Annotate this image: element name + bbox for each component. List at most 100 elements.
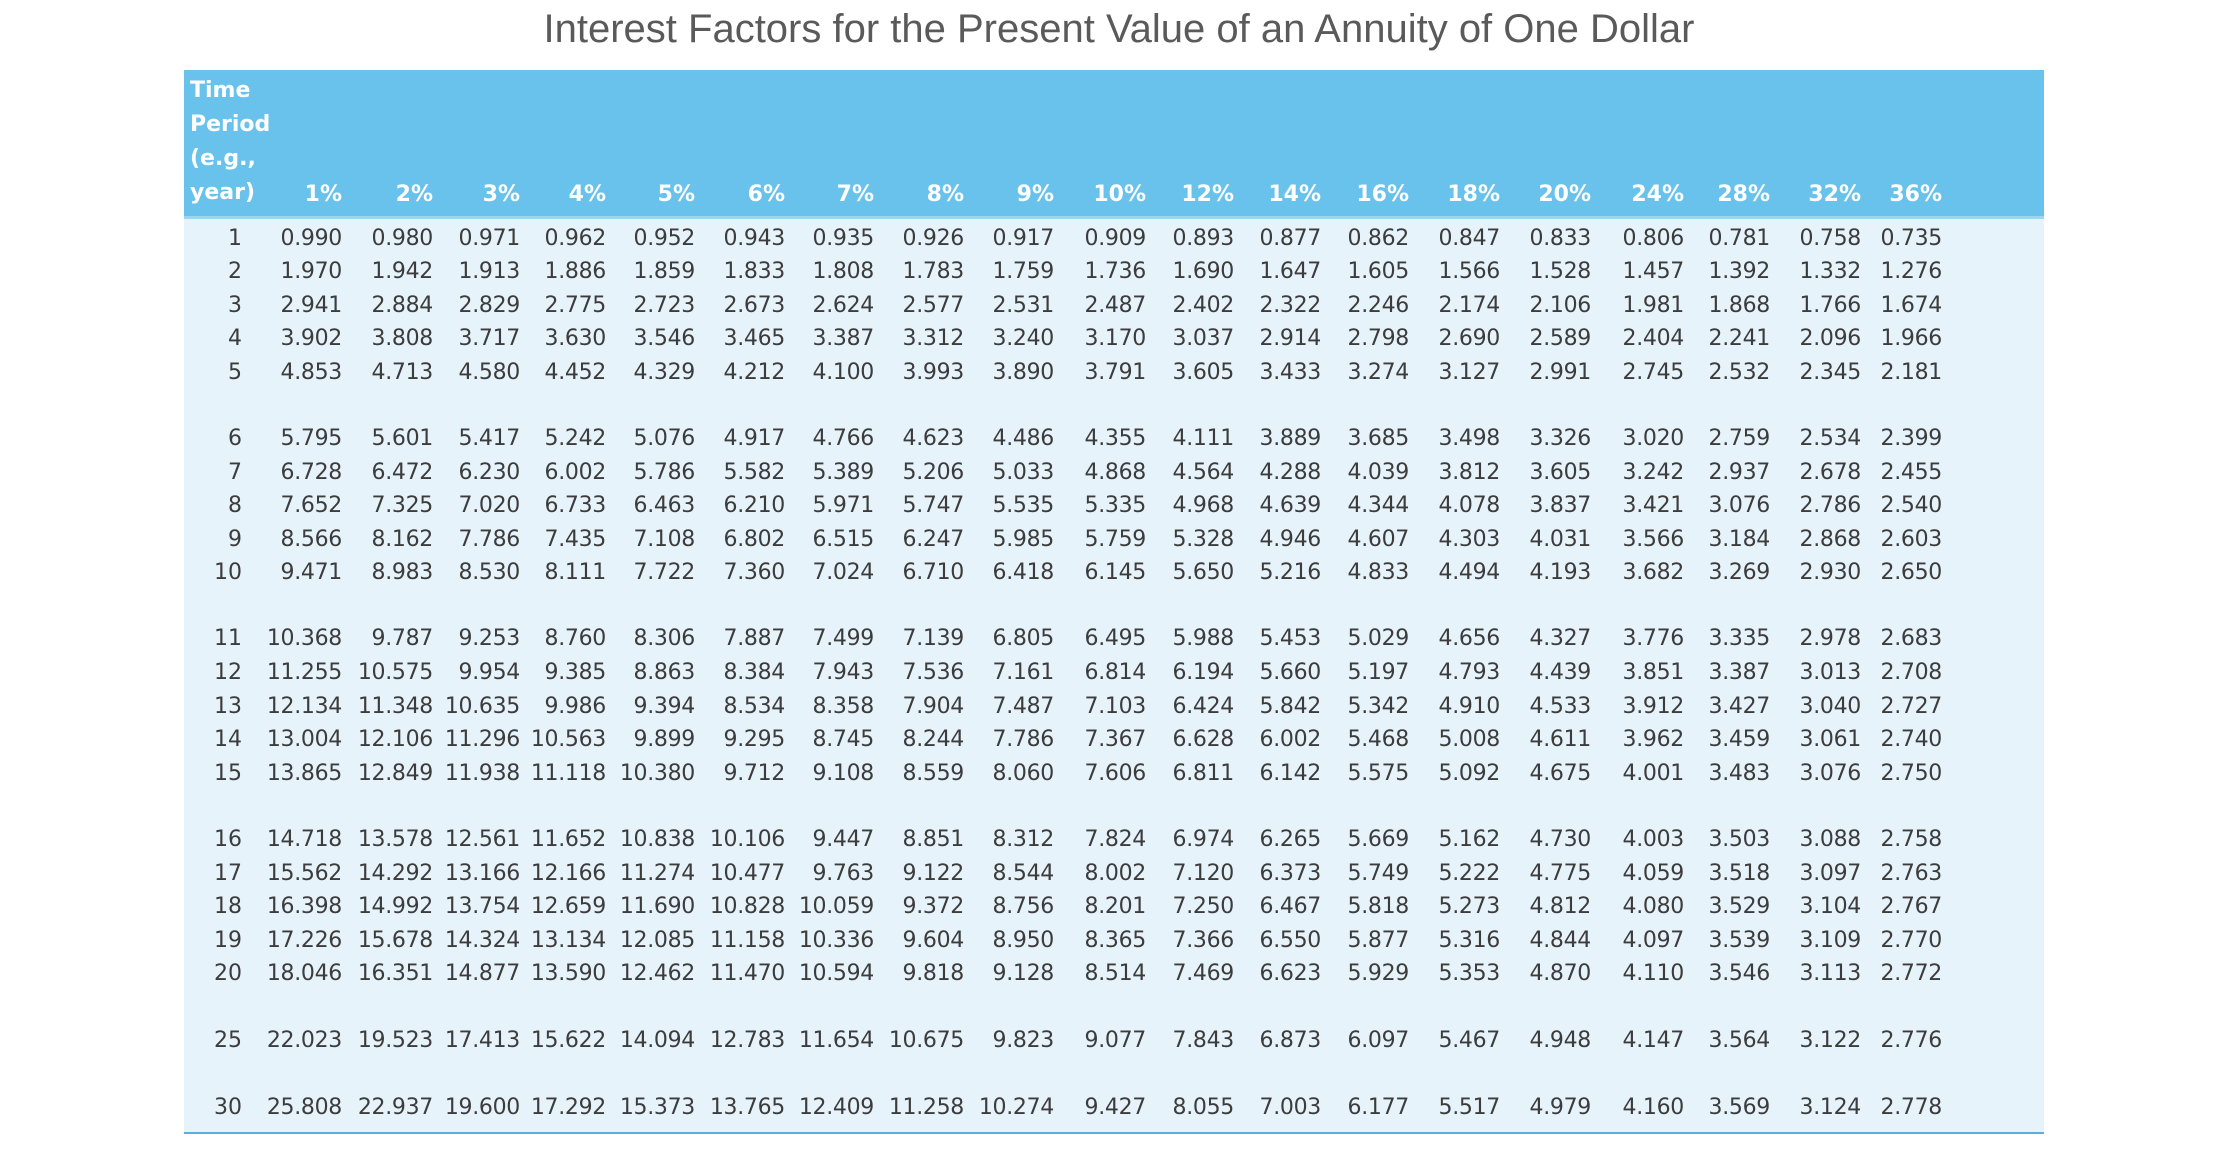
factor-cell: 3.421	[1622, 493, 1685, 518]
factor-cell: 5.818	[1347, 894, 1410, 919]
factor-cell: 4.853	[280, 360, 343, 385]
table-row: 19 17.226 15.678 14.324 13.134 12.085 11.158 10…	[184, 924, 2044, 957]
factor-cell: 15.622	[530, 1028, 606, 1053]
factor-cell: 4.812	[1529, 894, 1592, 919]
factor-cell: 7.108	[633, 527, 696, 552]
factor-cell: 3.791	[1084, 360, 1147, 385]
factor-cell: 5.749	[1347, 861, 1410, 886]
factor-cell: 7.003	[1259, 1095, 1322, 1120]
factor-cell: 4.212	[723, 360, 786, 385]
factor-cell: 1.457	[1622, 259, 1685, 284]
table-row: 10 9.471 8.983 8.530 8.111 7.722 7.360 7.024 6.7…	[184, 556, 2044, 589]
factor-cell: 11.296	[444, 727, 520, 752]
factor-cell: 18.046	[266, 961, 342, 986]
factor-cell: 7.887	[723, 626, 786, 651]
factor-cell: 6.463	[633, 493, 696, 518]
factor-cell: 3.459	[1708, 727, 1771, 752]
factor-cell: 2.106	[1529, 293, 1592, 318]
factor-cell: 3.124	[1799, 1095, 1862, 1120]
factor-cell: 1.970	[280, 259, 343, 284]
period-cell: 6	[228, 426, 242, 451]
factor-cell: 3.433	[1259, 360, 1322, 385]
factor-cell: 11.654	[798, 1028, 874, 1053]
factor-cell: 4.656	[1438, 626, 1501, 651]
factor-cell: 5.242	[544, 426, 607, 451]
factor-cell: 3.605	[1529, 460, 1592, 485]
period-cell: 1	[228, 226, 242, 251]
factor-cell: 9.823	[992, 1028, 1055, 1053]
factor-cell: 11.258	[888, 1095, 964, 1120]
factor-cell: 1.528	[1529, 259, 1592, 284]
factor-cell: 3.776	[1622, 626, 1685, 651]
factor-cell: 1.966	[1880, 326, 1943, 351]
rate-column-header: 9%	[1016, 182, 1054, 207]
rate-column-header: 7%	[836, 182, 874, 207]
factor-cell: 7.499	[812, 626, 875, 651]
factor-cell: 3.335	[1708, 626, 1771, 651]
factor-cell: 19.523	[357, 1028, 433, 1053]
rate-column-header: 14%	[1268, 182, 1321, 207]
factor-cell: 4.110	[1622, 961, 1685, 986]
factor-cell: 7.469	[1172, 961, 1235, 986]
factor-cell: 0.893	[1172, 226, 1235, 251]
factor-cell: 5.222	[1438, 861, 1501, 886]
factor-cell: 5.453	[1259, 626, 1322, 651]
rate-column-header: 20%	[1538, 182, 1591, 207]
factor-cell: 4.946	[1259, 527, 1322, 552]
factor-cell: 4.003	[1622, 827, 1685, 852]
factor-cell: 6.002	[544, 460, 607, 485]
time-period-header-line: Period	[190, 112, 271, 137]
factor-cell: 2.750	[1880, 761, 1943, 786]
factor-cell: 2.404	[1622, 326, 1685, 351]
factor-cell: 4.494	[1438, 560, 1501, 585]
factor-cell: 2.991	[1529, 360, 1592, 385]
factor-cell: 5.216	[1259, 560, 1322, 585]
factor-cell: 8.514	[1084, 961, 1147, 986]
factor-cell: 8.384	[723, 660, 786, 685]
factor-cell: 5.092	[1438, 761, 1501, 786]
factor-cell: 6.733	[544, 493, 607, 518]
time-period-header-line: Time	[190, 78, 251, 103]
table-row: 1 0.990 0.980 0.971 0.962 0.952 0.943 0.935 0.92…	[184, 222, 2044, 255]
factor-cell: 4.080	[1622, 894, 1685, 919]
factor-cell: 1.783	[902, 259, 965, 284]
factor-cell: 3.170	[1084, 326, 1147, 351]
factor-cell: 5.877	[1347, 928, 1410, 953]
factor-cell: 0.943	[723, 226, 786, 251]
factor-cell: 9.108	[812, 761, 875, 786]
factor-cell: 10.675	[888, 1028, 964, 1053]
factor-cell: 3.020	[1622, 426, 1685, 451]
factor-cell: 3.605	[1172, 360, 1235, 385]
factor-cell: 2.759	[1708, 426, 1771, 451]
factor-cell: 3.274	[1347, 360, 1410, 385]
factor-cell: 5.988	[1172, 626, 1235, 651]
factor-cell: 4.775	[1529, 861, 1592, 886]
factor-cell: 13.865	[266, 761, 342, 786]
factor-cell: 3.851	[1622, 660, 1685, 685]
factor-cell: 3.061	[1799, 727, 1862, 752]
factor-cell: 5.273	[1438, 894, 1501, 919]
factor-cell: 4.452	[544, 360, 607, 385]
factor-cell: 4.160	[1622, 1095, 1685, 1120]
table-row: 17 15.562 14.292 13.166 12.166 11.274 10.477 9.…	[184, 857, 2044, 890]
factor-cell: 0.806	[1622, 226, 1685, 251]
factor-cell: 3.113	[1799, 961, 1862, 986]
factor-cell: 3.890	[992, 360, 1055, 385]
factor-cell: 8.530	[458, 560, 521, 585]
factor-cell: 7.652	[280, 493, 343, 518]
factor-cell: 2.577	[902, 293, 965, 318]
factor-cell: 8.244	[902, 727, 965, 752]
factor-cell: 10.563	[530, 727, 606, 752]
factor-cell: 4.917	[723, 426, 786, 451]
table-row: 2 1.970 1.942 1.913 1.886 1.859 1.833 1.808 1.78…	[184, 255, 2044, 288]
factor-cell: 13.754	[444, 894, 520, 919]
factor-cell: 6.467	[1259, 894, 1322, 919]
factor-cell: 2.868	[1799, 527, 1862, 552]
factor-cell: 2.763	[1880, 861, 1943, 886]
factor-cell: 9.986	[544, 694, 607, 719]
table-row: 5 4.853 4.713 4.580 4.452 4.329 4.212 4.100 3.99…	[184, 356, 2044, 389]
factor-cell: 2.723	[633, 293, 696, 318]
factor-cell: 6.472	[371, 460, 434, 485]
rate-column-header: 8%	[926, 182, 964, 207]
factor-cell: 3.902	[280, 326, 343, 351]
